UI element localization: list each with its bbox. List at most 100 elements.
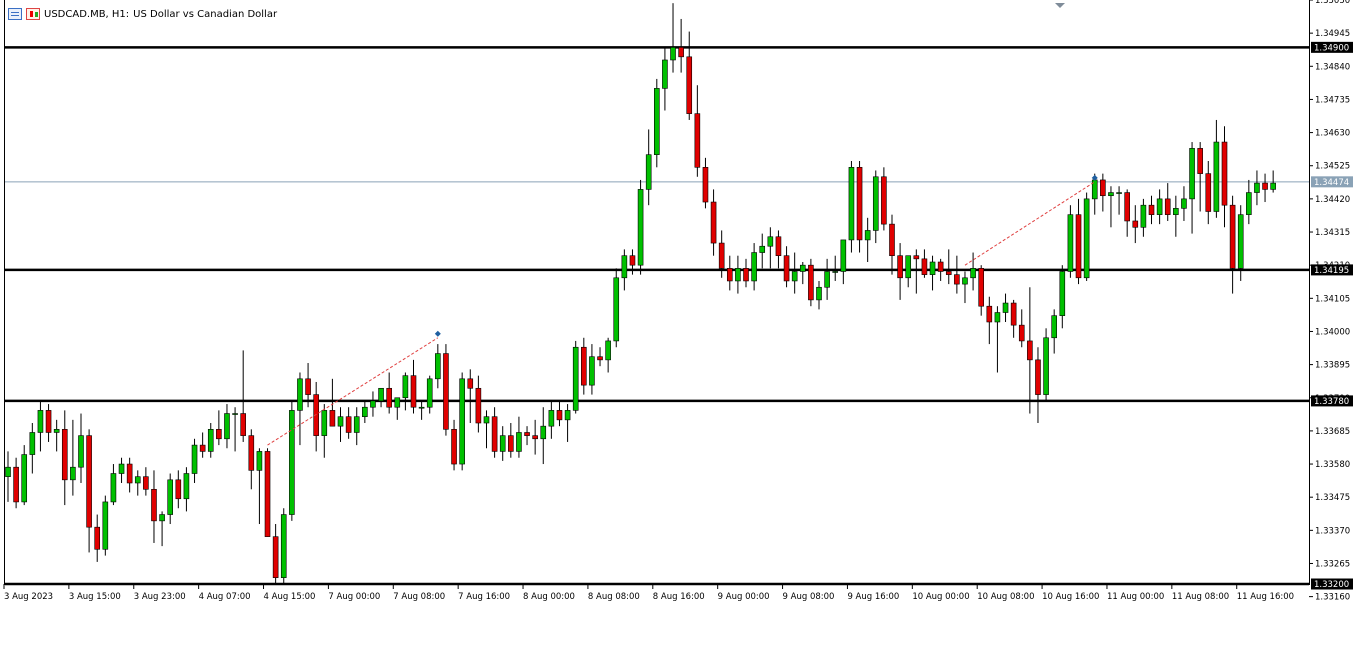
candle-bull (1173, 208, 1179, 215)
y-tick-label: 1.33265 (1315, 559, 1350, 569)
x-tick-label: 4 Aug 15:00 (264, 592, 316, 602)
x-tick-label: 11 Aug 16:00 (1237, 592, 1294, 602)
candle-bull (848, 167, 855, 241)
list-icon[interactable] (8, 8, 22, 20)
candle-bear (443, 353, 449, 430)
candle-bull (499, 435, 506, 452)
candlestick-icon[interactable] (26, 8, 40, 20)
y-tick-label: 1.33895 (1315, 361, 1350, 371)
x-tick-label: 11 Aug 08:00 (1172, 592, 1229, 602)
candle-bull (791, 271, 798, 282)
candle-bull (1116, 192, 1122, 194)
x-tick-label: 3 Aug 15:00 (69, 592, 121, 602)
x-tick-label: 9 Aug 00:00 (718, 592, 770, 602)
candle-bear (913, 255, 920, 260)
candle-bull (183, 473, 190, 500)
candle-bear (775, 236, 782, 256)
candle-bear (897, 255, 903, 279)
candle-bull (589, 356, 595, 386)
candle-bull (1181, 198, 1187, 209)
x-tick-label: 9 Aug 08:00 (783, 592, 835, 602)
x-tick-label: 7 Aug 00:00 (328, 592, 380, 602)
candle-bear (743, 268, 749, 282)
candle-bear (1148, 204, 1155, 215)
candle-bear (451, 429, 457, 465)
candle-bear (1197, 148, 1203, 174)
candle-bull (605, 340, 611, 361)
candle-bull (824, 271, 830, 288)
trend-marker-icon (434, 330, 441, 337)
candle-bull (134, 476, 141, 484)
candle-bear (978, 268, 985, 307)
candle-bull (289, 410, 295, 515)
candle-bull (1108, 192, 1114, 197)
candle-bull (840, 239, 847, 272)
candle-bull (37, 410, 44, 433)
candle-bull (337, 416, 344, 427)
candle-bear (305, 378, 311, 395)
x-tick-label: 3 Aug 2023 (4, 592, 53, 602)
x-tick-label: 10 Aug 16:00 (1042, 592, 1099, 602)
x-tick-label: 4 Aug 07:00 (199, 592, 251, 602)
candle-bull (572, 346, 579, 411)
candle-bear (1205, 173, 1212, 212)
candle-bear (386, 387, 392, 408)
candle-bull (224, 413, 230, 440)
candle-bull (362, 406, 368, 417)
candle-bear (61, 429, 68, 481)
candle-bear (718, 242, 725, 269)
candle-bull (759, 245, 766, 253)
x-tick-label: 8 Aug 16:00 (653, 592, 705, 602)
candle-bear (86, 435, 92, 528)
level-tag-label: 1.33780 (1314, 397, 1349, 407)
candle-bull (832, 271, 839, 273)
level-tag-pivot (1311, 264, 1353, 276)
candle-bear (1018, 324, 1025, 342)
candle-bear (921, 258, 928, 275)
candle-bear (1075, 214, 1082, 279)
candle-bull (1043, 337, 1049, 395)
trend-line (964, 181, 1096, 266)
candle-bear (313, 394, 319, 436)
symbol-label: USDCAD.MB, H1: (44, 8, 130, 20)
y-tick-label: 1.34315 (1315, 228, 1350, 238)
candle-bear (240, 413, 246, 436)
candle-bear (597, 356, 603, 361)
y-tick-label: 1.34735 (1315, 95, 1350, 105)
candle-bear (175, 479, 182, 500)
candle-bull (21, 454, 28, 503)
candle-bull (1270, 182, 1276, 190)
y-tick-label: 1.34840 (1315, 62, 1350, 72)
candle-bull (1067, 214, 1074, 272)
candle-bear (783, 255, 790, 282)
candle-bear (410, 375, 417, 408)
candle-bull (110, 473, 117, 503)
candle-bull (402, 375, 409, 399)
candle-bear (475, 387, 482, 424)
candle-bull (548, 410, 555, 427)
candle-bear (1027, 340, 1033, 361)
x-tick-label: 9 Aug 16:00 (847, 592, 899, 602)
candle-bull (370, 400, 376, 408)
candle-bull (256, 451, 263, 471)
candle-bull (670, 47, 676, 61)
candle-bear (808, 264, 814, 301)
candle-bear (1262, 182, 1268, 190)
candle-bull (613, 277, 620, 342)
candle-bull (353, 416, 360, 433)
candle-bear (1221, 141, 1228, 206)
candle-bull (1189, 148, 1195, 200)
trend-marker-icon (1091, 174, 1098, 181)
candle-bear (726, 268, 733, 282)
level-tag-support (1311, 395, 1353, 407)
candle-bear (216, 429, 222, 440)
candle-bear (1132, 220, 1139, 228)
candle-bull (207, 429, 214, 452)
candle-bull (872, 176, 879, 231)
bid-tag (1311, 176, 1353, 188)
candle-bull (735, 268, 741, 282)
candle-bear (126, 463, 133, 484)
candle-bull (767, 236, 774, 247)
